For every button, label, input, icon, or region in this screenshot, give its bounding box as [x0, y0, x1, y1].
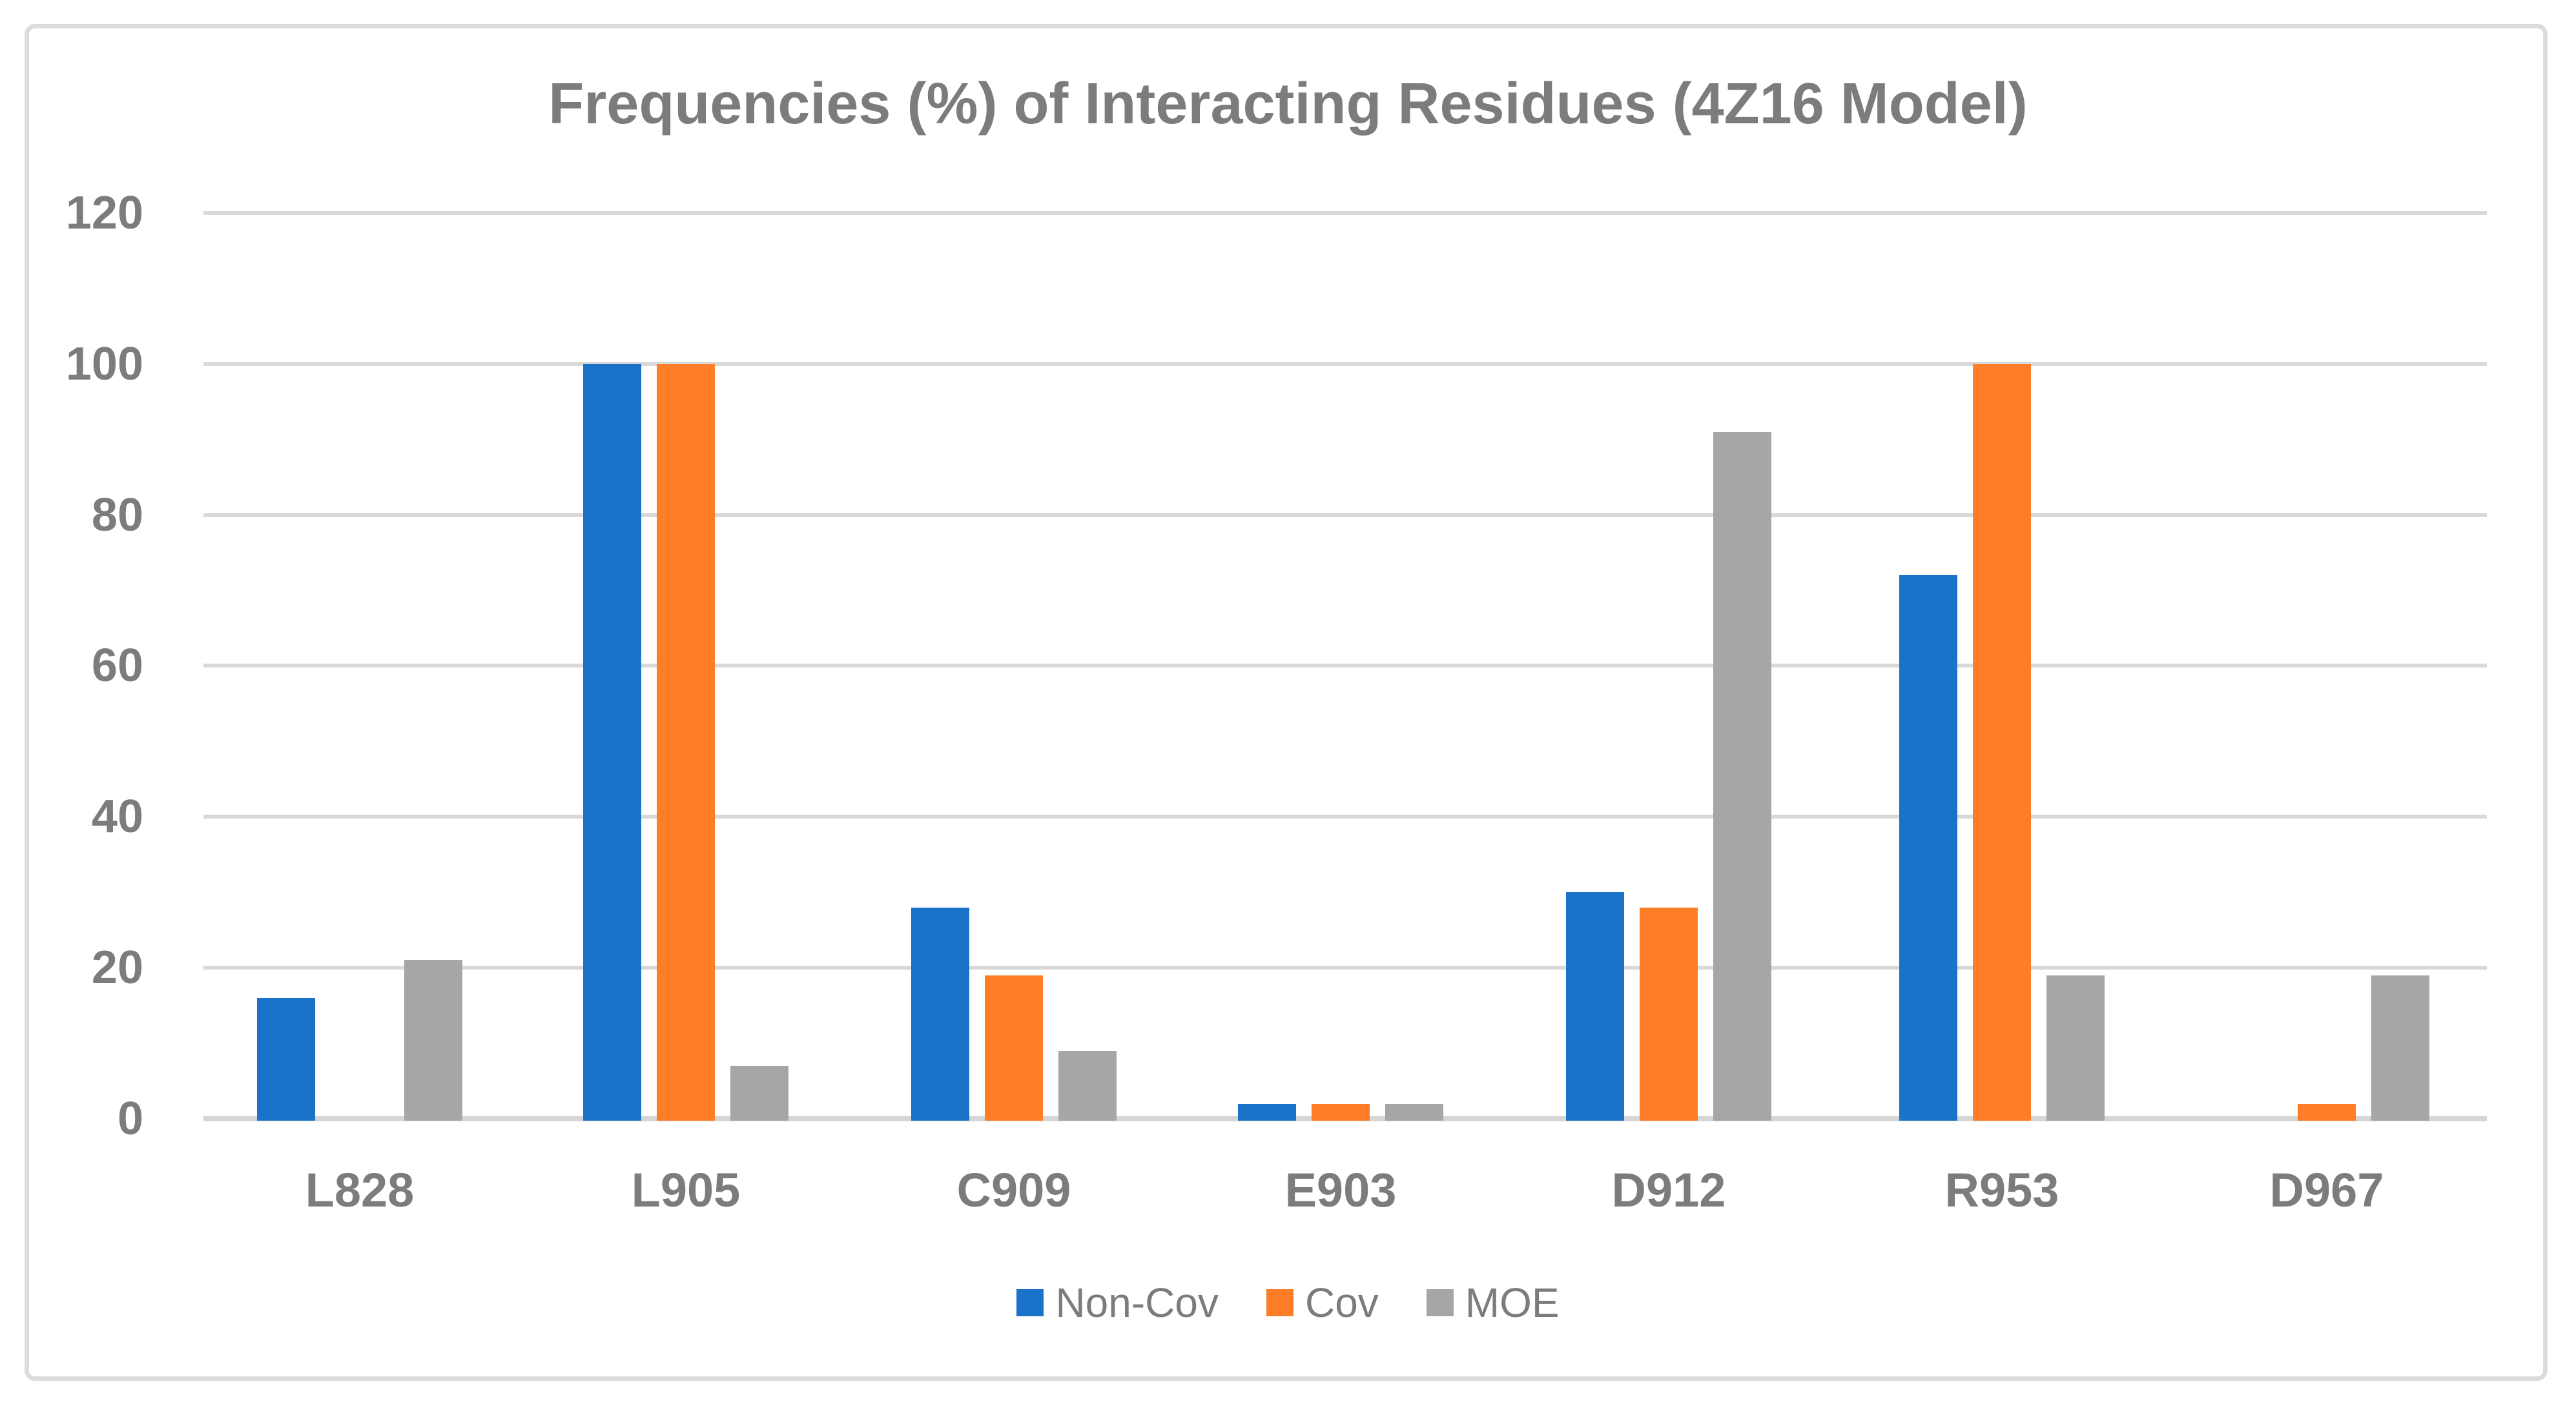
- bar-non-cov-r953: [1899, 575, 1957, 1121]
- gridline-40: [203, 815, 2487, 819]
- x-category-label-d912: D912: [1611, 1163, 1726, 1217]
- x-category-label-e903: E903: [1284, 1163, 1397, 1217]
- gridline-20: [203, 966, 2487, 970]
- chart-border-frame: [25, 24, 2548, 1381]
- bar-cov-d967: [2298, 1104, 2356, 1121]
- x-category-label-l905: L905: [631, 1163, 741, 1217]
- x-category-label-d967: D967: [2269, 1163, 2384, 1217]
- legend-label: MOE: [1465, 1279, 1560, 1326]
- bar-moe-e903: [1385, 1104, 1443, 1121]
- y-tick-label-60: 60: [91, 640, 143, 691]
- x-category-label-r953: R953: [1944, 1163, 2059, 1217]
- bar-non-cov-l828: [257, 998, 315, 1121]
- bar-moe-c909: [1058, 1051, 1117, 1121]
- legend-item-non-cov: Non-Cov: [1016, 1279, 1219, 1327]
- y-tick-label-100: 100: [65, 338, 143, 390]
- bar-non-cov-c909: [911, 908, 969, 1121]
- bar-non-cov-l905: [583, 364, 641, 1121]
- y-tick-label-120: 120: [65, 187, 143, 239]
- bar-moe-d912: [1713, 432, 1771, 1121]
- bar-non-cov-d912: [1566, 892, 1624, 1121]
- bar-cov-l905: [657, 364, 715, 1121]
- legend-swatch-icon: [1266, 1289, 1293, 1316]
- bar-cov-r953: [1973, 364, 2031, 1121]
- x-category-label-c909: C909: [956, 1163, 1071, 1217]
- bar-non-cov-e903: [1238, 1104, 1296, 1121]
- gridline-120: [203, 211, 2487, 215]
- bar-moe-d967: [2371, 975, 2429, 1121]
- x-category-label-l828: L828: [305, 1163, 415, 1217]
- y-tick-label-20: 20: [91, 942, 143, 993]
- bar-moe-l828: [404, 960, 462, 1121]
- bar-cov-e903: [1312, 1104, 1370, 1121]
- legend-item-cov: Cov: [1266, 1279, 1379, 1327]
- y-tick-label-40: 40: [91, 791, 143, 842]
- legend-label: Cov: [1304, 1279, 1379, 1326]
- bar-moe-r953: [2046, 975, 2105, 1121]
- legend-swatch-icon: [1016, 1289, 1044, 1316]
- bar-moe-l905: [730, 1066, 788, 1121]
- gridline-80: [203, 513, 2487, 517]
- chart-title: Frequencies (%) of Interacting Residues …: [548, 72, 2028, 136]
- y-tick-label-80: 80: [91, 489, 143, 541]
- gridline-60: [203, 664, 2487, 667]
- legend-swatch-icon: [1426, 1289, 1454, 1316]
- legend: Non-Cov Cov MOE: [0, 1279, 2576, 1327]
- bar-cov-c909: [985, 975, 1043, 1121]
- legend-item-moe: MOE: [1426, 1279, 1560, 1327]
- y-tick-label-0: 0: [117, 1093, 143, 1145]
- bar-cov-d912: [1640, 908, 1698, 1121]
- legend-label: Non-Cov: [1055, 1279, 1219, 1326]
- gridline-100: [203, 362, 2487, 366]
